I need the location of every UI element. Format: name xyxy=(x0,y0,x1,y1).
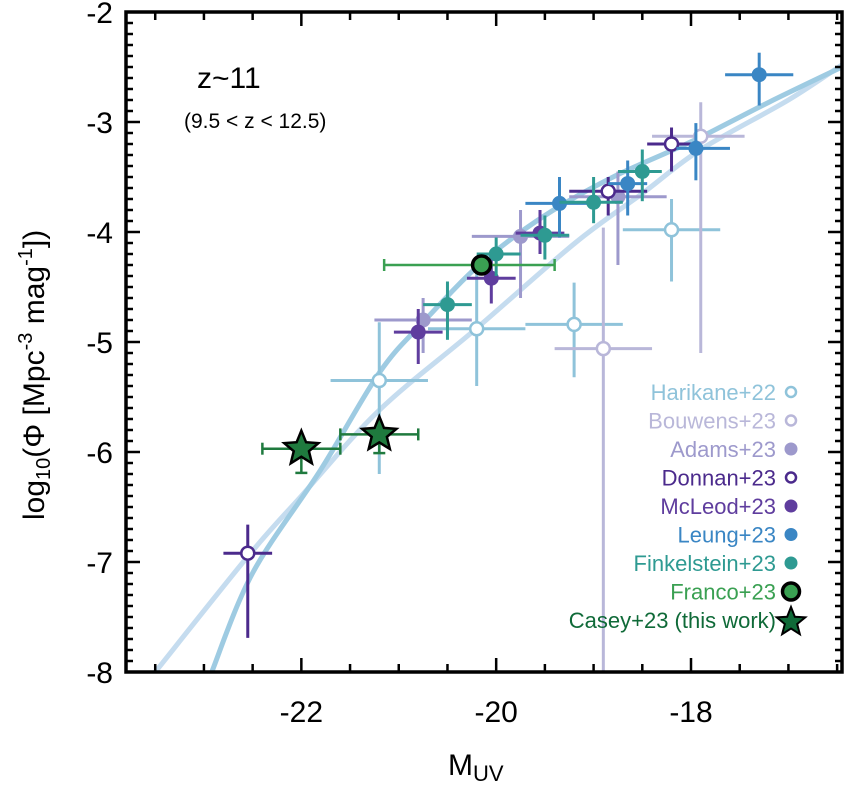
fit-curves xyxy=(152,62,842,672)
data-point xyxy=(663,222,680,238)
y-tick-label: -6 xyxy=(86,437,113,470)
redshift-label: z~11 xyxy=(197,62,261,95)
data-point xyxy=(410,324,426,340)
legend-marker-circle-icon xyxy=(780,581,802,602)
x-axis-title-main: M xyxy=(448,749,473,782)
x-tick-label: -20 xyxy=(474,696,517,729)
legend-item: Bouwens+23 xyxy=(648,409,798,434)
data-point xyxy=(688,140,704,156)
legend-marker-open-circle-icon xyxy=(784,471,798,484)
legend-item: Finkelstein+23 xyxy=(634,551,798,576)
legend-item: McLeod+23 xyxy=(660,494,798,519)
x-axis-title-sub: UV xyxy=(473,761,504,786)
y-tick-label: -3 xyxy=(86,107,113,140)
data-point xyxy=(620,176,636,192)
legend-marker-filled-circle-icon xyxy=(784,556,798,570)
data-point xyxy=(240,545,256,561)
legend: Harikane+22 Bouwens+23 Adams+23 Donnan+23 Mc… xyxy=(569,380,808,637)
y-axis-title-sup2: -1 xyxy=(15,248,37,266)
legend-marker-filled-circle-icon xyxy=(784,442,798,456)
data-point xyxy=(595,340,612,357)
data-point xyxy=(488,246,504,262)
tick-labels: -22 -20 -18 -2 -3 -4 -5 -6 -7 -8 xyxy=(86,0,712,729)
fit-curve-light-fit xyxy=(152,62,842,672)
legend-item: Harikane+22 xyxy=(651,380,798,405)
axis-ticks xyxy=(126,10,842,674)
legend-label: Leung+23 xyxy=(678,523,777,548)
data-point xyxy=(468,321,485,337)
data-point xyxy=(470,254,493,276)
error-bars xyxy=(622,199,721,282)
legend-label: Donnan+23 xyxy=(662,466,776,491)
legend-marker-open-circle-icon xyxy=(784,414,798,427)
y-axis-title-mid: (Φ [Mpc xyxy=(18,350,51,457)
y-tick-label: -4 xyxy=(86,217,113,250)
legend-label: Bouwens+23 xyxy=(648,409,776,434)
data-point xyxy=(600,183,616,200)
data-point xyxy=(371,372,388,389)
legend-marker-star-icon xyxy=(774,604,808,637)
series-harikane-22 xyxy=(330,199,721,474)
legend-label: McLeod+23 xyxy=(660,494,776,519)
x-tick-label: -18 xyxy=(669,696,712,729)
data-point xyxy=(439,297,455,313)
legend-marker-open-circle-icon xyxy=(784,385,798,399)
x-tick-label: -22 xyxy=(280,696,323,729)
legend-label: Harikane+22 xyxy=(651,380,776,405)
data-point xyxy=(537,227,553,243)
legend-label: Adams+23 xyxy=(670,437,776,462)
legend-label: Finkelstein+23 xyxy=(634,551,776,576)
legend-item: Casey+23 (this work) xyxy=(569,604,808,637)
series-bouwens-23 xyxy=(554,102,745,672)
error-bars xyxy=(382,259,556,272)
legend-item: Adams+23 xyxy=(670,437,798,462)
series-franco-23 xyxy=(382,254,556,276)
y-axis-title-prefix: log xyxy=(18,480,51,520)
series-casey-23-this-work- xyxy=(261,413,420,475)
legend-label: Franco+23 xyxy=(670,580,776,605)
fit-curve-dark-fit xyxy=(209,64,842,672)
y-axis-title: log10(Φ [Mpc-3 mag-1]) xyxy=(15,230,55,520)
redshift-range-label: (9.5 < z < 12.5) xyxy=(184,110,326,133)
y-axis-title-suffix: ]) xyxy=(18,230,51,248)
series-finkelstein-23 xyxy=(423,149,662,340)
legend-marker-filled-circle-icon xyxy=(784,528,798,541)
error-bars xyxy=(554,227,653,672)
data-point xyxy=(751,67,767,83)
y-tick-label: -8 xyxy=(86,657,113,690)
y-axis-title-mid2: mag xyxy=(18,266,51,333)
data-point xyxy=(663,136,680,152)
data-points xyxy=(223,52,794,672)
y-tick-label: -2 xyxy=(86,0,113,30)
y-axis-title-sub: 10 xyxy=(33,458,55,480)
legend-item: Leung+23 xyxy=(678,523,798,548)
data-point xyxy=(586,194,602,210)
legend-marker-filled-circle-icon xyxy=(784,499,798,513)
y-axis-title-sup1: -3 xyxy=(15,333,37,351)
legend-item: Franco+23 xyxy=(670,580,802,605)
legend-item: Donnan+23 xyxy=(662,466,798,491)
y-tick-label: -5 xyxy=(86,327,113,360)
data-point xyxy=(566,316,582,333)
legend-label: Casey+23 (this work) xyxy=(569,608,776,633)
data-point xyxy=(634,164,650,179)
data-point-star xyxy=(359,413,400,452)
series-donnan-23 xyxy=(223,127,693,638)
x-axis-title: MUV xyxy=(448,749,504,786)
data-point-star xyxy=(281,427,322,466)
y-tick-label: -7 xyxy=(86,547,113,580)
